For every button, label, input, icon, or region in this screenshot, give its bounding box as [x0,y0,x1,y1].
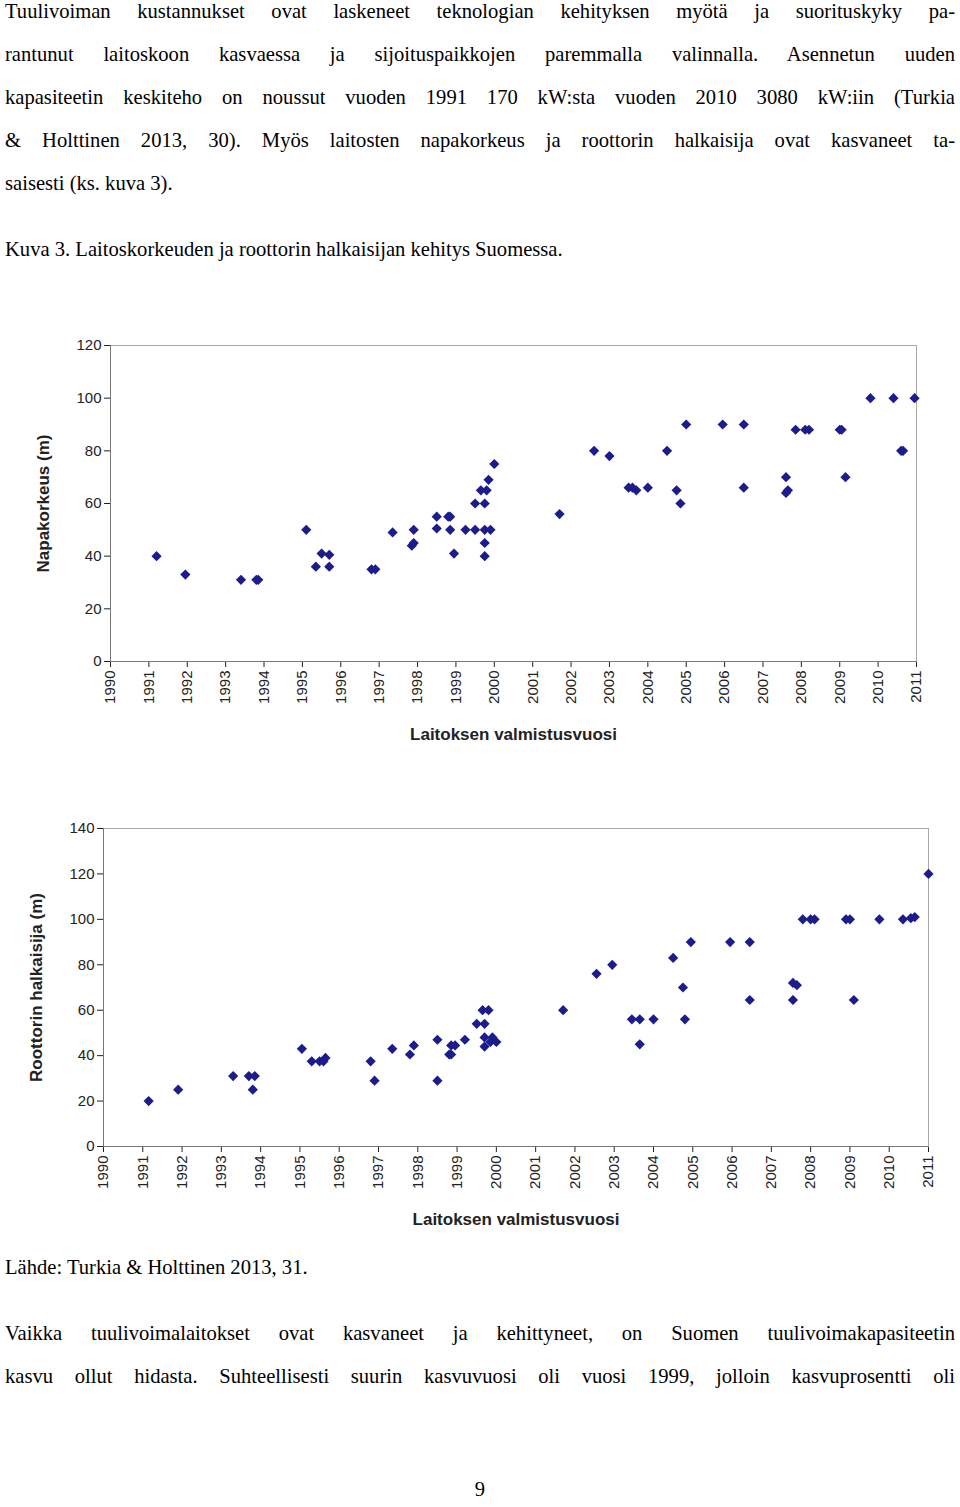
svg-text:2005: 2005 [677,671,694,704]
svg-text:2008: 2008 [792,671,809,704]
svg-text:60: 60 [85,494,102,511]
svg-text:2003: 2003 [605,1156,622,1189]
svg-text:2008: 2008 [801,1156,818,1189]
svg-text:2002: 2002 [562,671,579,704]
svg-text:1992: 1992 [178,671,195,704]
svg-text:2010: 2010 [880,1156,897,1189]
svg-text:1994: 1994 [255,671,272,704]
svg-text:1991: 1991 [140,671,157,704]
svg-text:1999: 1999 [447,671,464,704]
svg-text:1993: 1993 [212,1156,229,1189]
html-text:rantunut laitoskoon kasvaessa: rantunut laitoskoon kasvaessa ja sijoitu… [5,43,955,65]
html-text:Kuva 3. Laitoskorkeuden ja roo: Kuva 3. Laitoskorkeuden ja roottorin hal… [5,238,563,260]
svg-text:Laitoksen valmistusvuosi: Laitoksen valmistusvuosi [413,1210,620,1229]
svg-text:2004: 2004 [644,1156,661,1189]
svg-text:2005: 2005 [684,1156,701,1189]
html-text:Lähde: Turkia & Holttinen 2013: Lähde: Turkia & Holttinen 2013, 31. [5,1256,308,1278]
svg-text:40: 40 [78,1046,95,1063]
html-text:Tuulivoiman kustannukset ovat: Tuulivoiman kustannukset ovat laskeneet … [5,0,955,22]
svg-text:80: 80 [78,956,95,973]
svg-text:2001: 2001 [526,1156,543,1189]
svg-text:Napakorkeus (m): Napakorkeus (m) [34,435,53,573]
svg-text:2007: 2007 [762,1156,779,1189]
svg-text:100: 100 [76,389,101,406]
svg-text:2011: 2011 [919,1156,936,1188]
svg-text:1998: 1998 [409,1156,426,1189]
svg-text:0: 0 [93,652,101,669]
html-text:9: 9 [474,1478,486,1500]
svg-text:40: 40 [85,547,102,564]
svg-text:1996: 1996 [332,671,349,704]
svg-text:1996: 1996 [330,1156,347,1189]
svg-text:2002: 2002 [566,1156,583,1189]
svg-text:2010: 2010 [869,671,886,704]
svg-text:0: 0 [86,1137,94,1154]
svg-text:100: 100 [69,910,94,927]
svg-text:1997: 1997 [369,1156,386,1189]
svg-text:140: 140 [69,819,94,836]
svg-text:2006: 2006 [715,671,732,704]
svg-text:1998: 1998 [408,671,425,704]
html-text:& Holttinen 2013, 30). Myös la: & Holttinen 2013, 30). Myös laitosten na… [5,129,955,151]
svg-text:1999: 1999 [448,1156,465,1189]
svg-text:1995: 1995 [291,1156,308,1189]
svg-text:1992: 1992 [173,1156,190,1189]
html-text:saisesti (ks. kuva 3).: saisesti (ks. kuva 3). [5,172,173,194]
svg-text:2006: 2006 [723,1156,740,1189]
svg-text:Roottorin halkaisija (m): Roottorin halkaisija (m) [27,893,46,1082]
svg-text:1990: 1990 [101,671,118,704]
html-text:kasvu ollut hidasta. Suhteelli: kasvu ollut hidasta. Suhteellisesti suur… [5,1365,955,1387]
svg-text:Laitoksen valmistusvuosi: Laitoksen valmistusvuosi [410,725,617,744]
svg-text:1994: 1994 [251,1156,268,1189]
svg-text:60: 60 [78,1001,95,1018]
svg-text:80: 80 [85,442,102,459]
svg-text:120: 120 [76,336,101,353]
html-text:Vaikka tuulivoimalaitokset ova: Vaikka tuulivoimalaitokset ovat kasvanee… [5,1322,955,1344]
svg-text:2000: 2000 [485,671,502,704]
svg-text:2007: 2007 [754,671,771,704]
svg-text:2004: 2004 [639,671,656,704]
svg-text:2001: 2001 [523,671,540,704]
svg-text:20: 20 [78,1092,95,1109]
svg-text:1995: 1995 [293,671,310,704]
svg-text:2003: 2003 [600,671,617,704]
html-text:kapasiteetin keskiteho on nous: kapasiteetin keskiteho on noussut vuoden… [5,86,955,108]
svg-text:1990: 1990 [94,1156,111,1189]
svg-text:2009: 2009 [831,671,848,704]
svg-text:2011: 2011 [907,671,924,703]
svg-text:2009: 2009 [841,1156,858,1189]
svg-text:120: 120 [69,865,94,882]
svg-text:1991: 1991 [134,1156,151,1189]
svg-text:2000: 2000 [487,1156,504,1189]
svg-text:1997: 1997 [370,671,387,704]
svg-text:20: 20 [85,600,102,617]
svg-text:1993: 1993 [216,671,233,704]
